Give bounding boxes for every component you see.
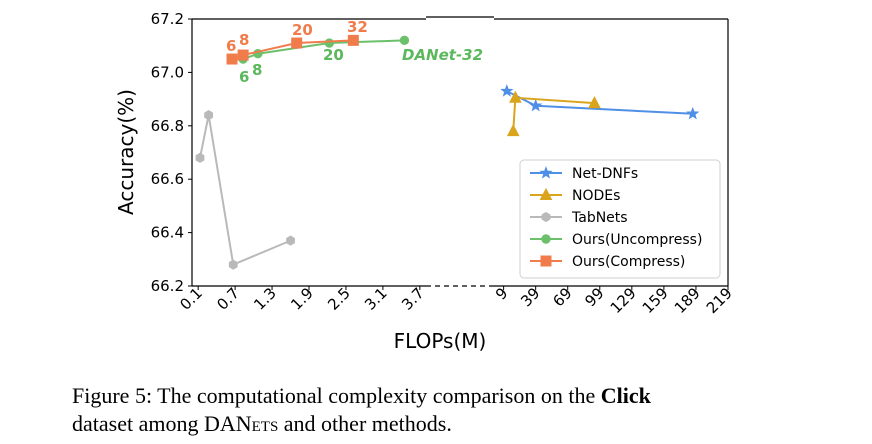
caption-line2-b: and other methods. bbox=[283, 411, 452, 436]
legend-marker bbox=[541, 234, 551, 244]
x-tick-label: 219 bbox=[703, 284, 736, 317]
annotation-uncompress-6: 6 bbox=[239, 68, 249, 86]
legend-label: TabNets bbox=[571, 210, 628, 226]
data-point bbox=[686, 106, 700, 120]
series-net-dnfs bbox=[500, 84, 700, 120]
series-layer bbox=[195, 34, 700, 270]
series-nodes bbox=[506, 90, 601, 137]
y-tick-label: 66.2 bbox=[151, 277, 184, 295]
x-tick-label: 159 bbox=[639, 284, 672, 317]
data-point bbox=[237, 49, 249, 61]
legend-label: Ours(Compress) bbox=[572, 254, 685, 270]
data-point bbox=[195, 152, 205, 163]
x-tick-label: 129 bbox=[607, 284, 640, 317]
x-tick-label: 9 bbox=[492, 284, 511, 303]
point-annotations: 6 820 326 820 DANet-32 bbox=[226, 18, 483, 86]
legend-entry: NODEs bbox=[530, 187, 620, 204]
data-point bbox=[228, 259, 238, 270]
caption-line2-sc: ets bbox=[251, 411, 279, 436]
annotation-uncompress-8: 8 bbox=[252, 61, 262, 79]
annotation-compress-6: 6 bbox=[226, 37, 236, 55]
annotation-danet-32: DANet-32 bbox=[402, 46, 483, 64]
data-point bbox=[500, 84, 514, 97]
legend-marker bbox=[541, 211, 551, 223]
y-tick-label: 66.6 bbox=[151, 170, 184, 188]
x-tick-label: 189 bbox=[671, 284, 704, 317]
legend-entry: Net-DNFs bbox=[530, 166, 638, 182]
data-point bbox=[509, 90, 522, 103]
legend-label: Net-DNFs bbox=[572, 166, 638, 182]
annotation-uncompress-20: 20 bbox=[323, 46, 344, 64]
legend-label: Ours(Uncompress) bbox=[572, 232, 702, 248]
x-tick-label: 99 bbox=[581, 284, 607, 310]
legend-marker bbox=[539, 166, 553, 179]
data-point bbox=[399, 35, 410, 46]
y-tick-label: 67.2 bbox=[151, 10, 184, 28]
series-line bbox=[512, 96, 595, 132]
axes-frame bbox=[191, 16, 729, 287]
y-tick-label: 67.0 bbox=[151, 63, 184, 81]
x-tick-label: 3.7 bbox=[398, 284, 428, 314]
figure-caption: Figure 5: The computational complexity c… bbox=[72, 382, 862, 438]
x-tick-label: 0.7 bbox=[213, 284, 243, 314]
x-axis-label: FLOPs(M) bbox=[394, 329, 487, 353]
data-point bbox=[286, 235, 295, 246]
legend-entry: Ours(Compress) bbox=[530, 254, 685, 270]
data-point bbox=[347, 34, 359, 46]
x-tick-label: 3.1 bbox=[361, 284, 391, 314]
caption-line2-a: dataset among DAN bbox=[72, 411, 252, 436]
chart: 66.266.466.666.867.067.2 0.1 0.7 1.3 1.9 2.5… bbox=[114, 10, 736, 353]
x-tick-label: 69 bbox=[549, 284, 575, 310]
legend-marker bbox=[540, 255, 552, 267]
annotation-compress-8: 8 bbox=[239, 31, 249, 49]
data-point bbox=[291, 37, 303, 49]
series-ours-compress- bbox=[226, 34, 359, 65]
series-line bbox=[199, 114, 291, 267]
x-tick-label: 1.9 bbox=[287, 284, 317, 314]
legend-label: NODEs bbox=[572, 188, 620, 204]
data-point bbox=[506, 124, 520, 137]
series-tabnets bbox=[195, 110, 295, 270]
data-point bbox=[529, 98, 543, 112]
y-tick-label: 66.8 bbox=[151, 117, 184, 135]
legend-entry: Ours(Uncompress) bbox=[530, 232, 702, 248]
series-line bbox=[231, 39, 354, 60]
y-axis-label: Accuracy(%) bbox=[114, 89, 138, 215]
data-point bbox=[226, 53, 238, 65]
y-axis-ticks: 66.2 66.4 66.6 66.8 67.0 67.2 bbox=[151, 10, 192, 295]
x-axis-ticks: 0.1 0.7 1.3 1.9 2.5 3.1 3.7 9 39 69 99 129 159 189 219 bbox=[176, 284, 735, 317]
data-point bbox=[588, 96, 601, 109]
x-tick-label: 2.5 bbox=[324, 284, 354, 314]
y-tick-label: 66.4 bbox=[151, 224, 184, 242]
legend-entry: TabNets bbox=[530, 210, 628, 226]
annotation-compress-20: 20 bbox=[292, 21, 313, 39]
caption-prefix: Figure 5: The computational complexity c… bbox=[72, 383, 596, 408]
x-tick-label: 1.3 bbox=[250, 284, 280, 314]
annotation-compress-32: 32 bbox=[347, 18, 368, 36]
legend-marker bbox=[539, 187, 553, 200]
caption-bold: Click bbox=[600, 383, 651, 408]
legend: Net-DNFs NODEs TabNets Ours(Uncompress) Ours… bbox=[519, 159, 721, 279]
data-point bbox=[204, 110, 214, 121]
x-tick-label: 39 bbox=[517, 284, 543, 310]
